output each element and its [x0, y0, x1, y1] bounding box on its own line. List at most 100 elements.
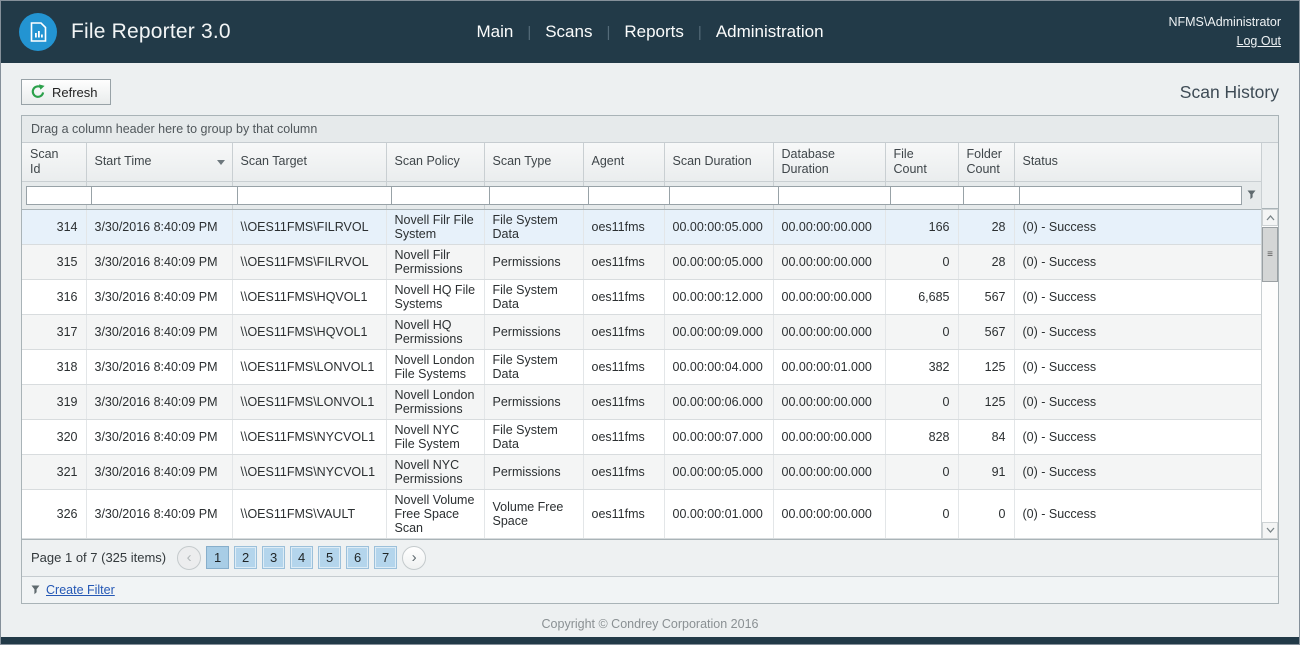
table-row[interactable]: 318 3/30/2016 8:40:09 PM \\OES11FMS\LONVOL… — [22, 349, 1261, 385]
cell-database_duration: 00.00:00:00.000 — [773, 454, 886, 490]
cell-scan_target: \\OES11FMS\NYCVOL1 — [232, 419, 387, 455]
nav-item-administration[interactable]: Administration — [715, 22, 824, 41]
filter-input-scan_target[interactable] — [237, 186, 399, 204]
brand: File Reporter 3.0 — [19, 13, 379, 51]
refresh-label: Refresh — [52, 84, 98, 100]
table-row[interactable]: 314 3/30/2016 8:40:09 PM \\OES11FMS\FILRVO… — [22, 209, 1261, 245]
nav-item-main[interactable]: Main — [476, 22, 514, 41]
cell-scan_policy: Novell NYC Permissions — [386, 454, 485, 490]
filter-cell-database_duration — [773, 181, 954, 210]
cell-agent: oes11fms — [583, 209, 665, 245]
prev-page-icon[interactable]: ‹ — [177, 545, 202, 570]
column-header-start_time[interactable]: Start Time — [86, 143, 233, 182]
column-header-scan_target[interactable]: Scan Target — [232, 143, 387, 182]
table-row[interactable]: 316 3/30/2016 8:40:09 PM \\OES11FMS\HQVOL1… — [22, 279, 1261, 315]
column-header-file_count[interactable]: File Count — [885, 143, 959, 182]
cell-file_count: 0 — [885, 314, 959, 350]
page-button-2[interactable]: 2 — [234, 546, 258, 569]
filter-row — [22, 181, 1261, 210]
cell-agent: oes11fms — [583, 419, 665, 455]
group-by-panel[interactable]: Drag a column header here to group by th… — [22, 116, 1278, 143]
filter-funnel-icon — [31, 585, 40, 595]
cell-start_time: 3/30/2016 8:40:09 PM — [86, 244, 233, 280]
cell-scan_policy: Novell HQ Permissions — [386, 314, 485, 350]
page-button-5[interactable]: 5 — [318, 546, 342, 569]
cell-scan_type: File System Data — [484, 349, 584, 385]
cell-scan_target: \\OES11FMS\HQVOL1 — [232, 279, 387, 315]
refresh-button[interactable]: Refresh — [21, 79, 111, 105]
pager-summary: Page 1 of 7 (325 items) — [31, 550, 167, 565]
cell-agent: oes11fms — [583, 279, 665, 315]
page-button-1[interactable]: 1 — [206, 546, 230, 569]
table-row[interactable]: 321 3/30/2016 8:40:09 PM \\OES11FMS\NYCVOL… — [22, 454, 1261, 490]
filter-cell-file_count — [885, 181, 1066, 210]
filter-cell-scan_duration — [664, 181, 845, 210]
cell-status: (0) - Success — [1014, 244, 1261, 280]
filter-input-start_time[interactable] — [91, 186, 253, 204]
cell-database_duration: 00.00:00:00.000 — [773, 489, 886, 539]
table-row[interactable]: 315 3/30/2016 8:40:09 PM \\OES11FMS\FILRVO… — [22, 244, 1261, 280]
cell-scan_duration: 00.00:00:06.000 — [664, 384, 774, 420]
filter-funnel-icon[interactable] — [1246, 190, 1257, 200]
nav-item-scans[interactable]: Scans — [545, 22, 593, 41]
app-title: File Reporter 3.0 — [71, 20, 231, 43]
page-button-4[interactable]: 4 — [290, 546, 314, 569]
cell-scan_id: 326 — [22, 489, 87, 539]
cell-folder_count: 0 — [958, 489, 1015, 539]
filter-cell-agent — [583, 181, 764, 210]
cell-scan_duration: 00.00:00:09.000 — [664, 314, 774, 350]
column-header-scan_policy[interactable]: Scan Policy — [386, 143, 485, 182]
log-out-link[interactable]: Log Out — [1236, 34, 1281, 48]
table-row[interactable]: 317 3/30/2016 8:40:09 PM \\OES11FMS\HQVOL1… — [22, 314, 1261, 350]
cell-scan_policy: Novell Filr File System — [386, 209, 485, 245]
column-header-scan_type[interactable]: Scan Type — [484, 143, 584, 182]
cell-scan_duration: 00.00:00:07.000 — [664, 419, 774, 455]
grid-body: 314 3/30/2016 8:40:09 PM \\OES11FMS\FILRVO… — [22, 209, 1261, 539]
vertical-scrollbar[interactable]: ≡ — [1262, 209, 1278, 539]
table-row[interactable]: 320 3/30/2016 8:40:09 PM \\OES11FMS\NYCVOL… — [22, 419, 1261, 455]
logged-in-user: NFMS\Administrator — [1168, 14, 1281, 29]
page-button-7[interactable]: 7 — [374, 546, 398, 569]
cell-status: (0) - Success — [1014, 489, 1261, 539]
cell-scan_type: File System Data — [484, 419, 584, 455]
cell-file_count: 0 — [885, 454, 959, 490]
cell-scan_id: 315 — [22, 244, 87, 280]
create-filter-link[interactable]: Create Filter — [46, 582, 115, 597]
column-header-database_duration[interactable]: Database Duration — [773, 143, 886, 182]
column-header-folder_count[interactable]: Folder Count — [958, 143, 1015, 182]
cell-status: (0) - Success — [1014, 384, 1261, 420]
cell-scan_policy: Novell London Permissions — [386, 384, 485, 420]
scroll-thumb[interactable]: ≡ — [1262, 227, 1278, 282]
cell-scan_type: File System Data — [484, 209, 584, 245]
cell-scan_policy: Novell Volume Free Space Scan — [386, 489, 485, 539]
cell-scan_target: \\OES11FMS\FILRVOL — [232, 244, 387, 280]
cell-scan_duration: 00.00:00:01.000 — [664, 489, 774, 539]
column-header-agent[interactable]: Agent — [583, 143, 665, 182]
cell-scan_policy: Novell Filr Permissions — [386, 244, 485, 280]
page-title: Scan History — [1179, 81, 1279, 102]
page-button-6[interactable]: 6 — [346, 546, 370, 569]
nav-item-reports[interactable]: Reports — [624, 22, 684, 41]
cell-start_time: 3/30/2016 8:40:09 PM — [86, 314, 233, 350]
cell-scan_policy: Novell HQ File Systems — [386, 279, 485, 315]
scroll-down-icon[interactable] — [1262, 521, 1278, 539]
filter-input-status[interactable] — [1019, 186, 1241, 204]
cell-scan_target: \\OES11FMS\NYCVOL1 — [232, 454, 387, 490]
cell-start_time: 3/30/2016 8:40:09 PM — [86, 489, 233, 539]
file-reporter-logo-icon — [19, 13, 57, 51]
table-row[interactable]: 319 3/30/2016 8:40:09 PM \\OES11FMS\LONVOL… — [22, 384, 1261, 420]
cell-folder_count: 125 — [958, 349, 1015, 385]
page-button-3[interactable]: 3 — [262, 546, 286, 569]
table-row[interactable]: 326 3/30/2016 8:40:09 PM \\OES11FMS\VAULT N… — [22, 489, 1261, 539]
column-header-scan_duration[interactable]: Scan Duration — [664, 143, 774, 182]
next-page-icon[interactable]: › — [402, 545, 427, 570]
nav-separator: | — [697, 23, 702, 41]
column-header-scan_id[interactable]: Scan Id — [22, 143, 87, 182]
cell-scan_type: File System Data — [484, 279, 584, 315]
filter-cell-scan_id — [22, 181, 203, 210]
scroll-up-icon[interactable] — [1262, 209, 1278, 226]
cell-agent: oes11fms — [583, 384, 665, 420]
column-header-status[interactable]: Status — [1014, 143, 1261, 182]
cell-scan_policy: Novell London File Systems — [386, 349, 485, 385]
